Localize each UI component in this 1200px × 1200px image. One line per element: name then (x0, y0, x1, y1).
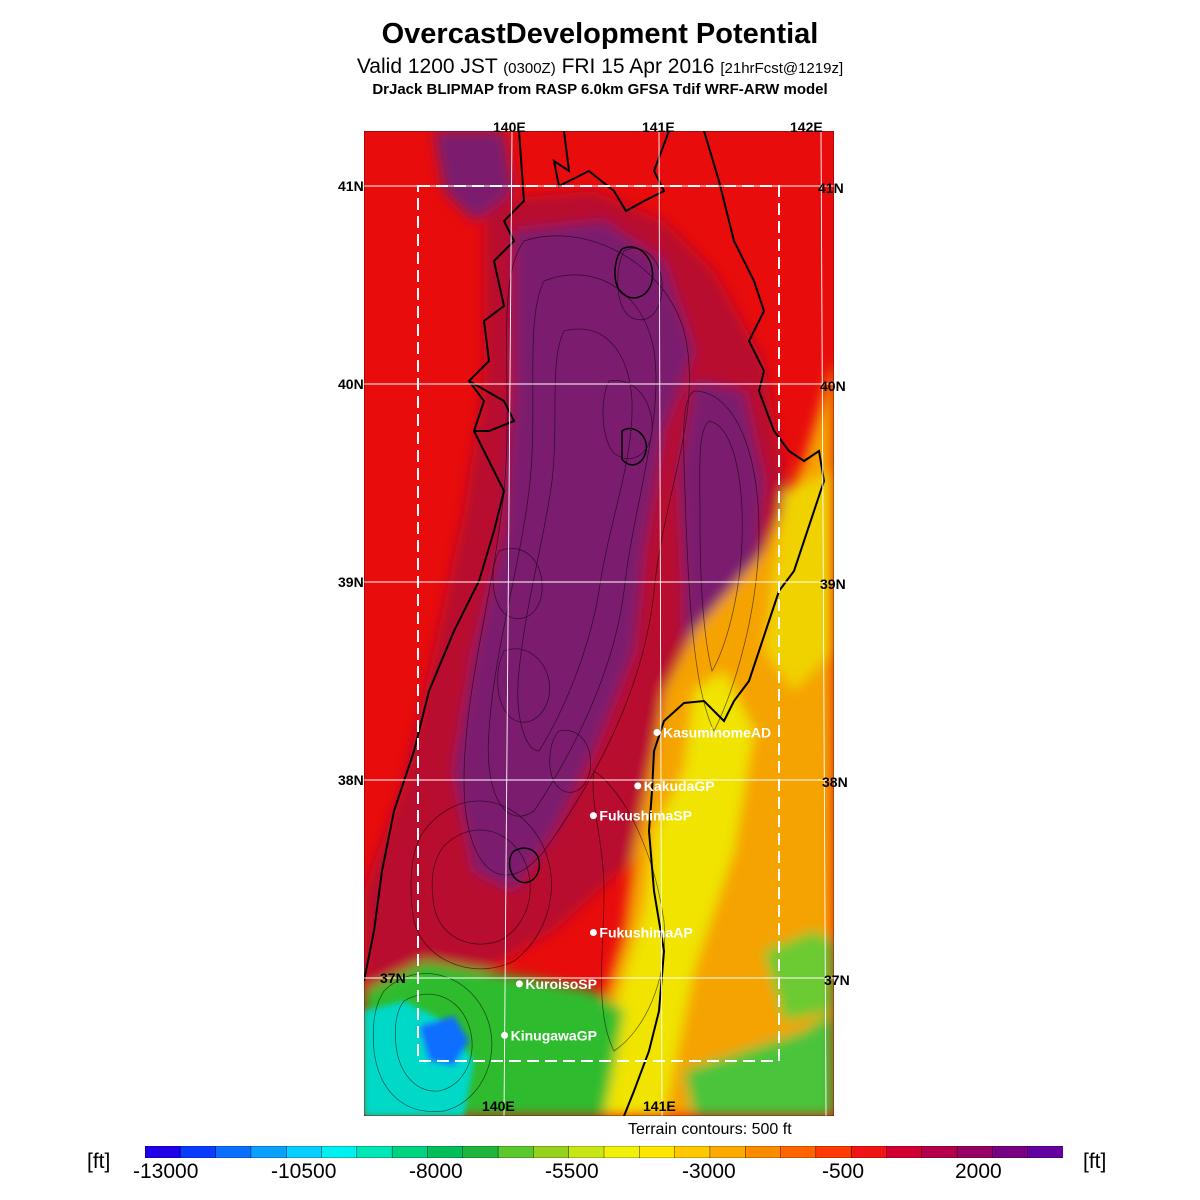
site-marker[interactable] (589, 929, 597, 936)
colorbar-swatch (956, 1146, 994, 1158)
colorbar-swatch (886, 1146, 923, 1158)
colorbar-swatch (780, 1146, 817, 1158)
lat-label: 39N (338, 574, 364, 590)
model-description: DrJack BLIPMAP from RASP 6.0km GFSA Tdif… (372, 81, 828, 98)
colorbar-swatch (639, 1146, 676, 1158)
field-purple-north (434, 131, 514, 221)
colorbar-swatch (321, 1146, 358, 1158)
coastline (364, 131, 826, 1116)
lake (614, 246, 654, 299)
field-yellow-coast (764, 471, 834, 691)
colorbar-swatch (215, 1146, 252, 1158)
site-marker[interactable] (653, 729, 661, 736)
terrain-contour-note: Terrain contours: 500 ft (628, 1121, 792, 1138)
field-green-coast (764, 931, 834, 1021)
colorbar-label: 2000 (955, 1160, 1002, 1183)
site-marker[interactable] (634, 782, 642, 790)
site-label: FukushimaAP (599, 925, 692, 941)
colorbar-swatch (462, 1146, 499, 1158)
colorbar-swatch (745, 1146, 782, 1158)
lat-lon-grid (364, 131, 834, 1116)
colorbar-swatch (992, 1146, 1029, 1158)
colorbar-label: -500 (822, 1160, 865, 1183)
colorbar-label: -10500 (271, 1160, 337, 1183)
site-label: KuroisoSP (525, 976, 597, 992)
colorbar-swatch (533, 1146, 570, 1158)
site-label: KinugawaGP (511, 1027, 597, 1043)
lat-label: 40N (338, 376, 364, 392)
lon-label: 142E (790, 119, 823, 135)
colorbar (145, 1146, 1063, 1158)
colorbar-swatch (568, 1146, 605, 1158)
lon-label: 140E (493, 119, 526, 135)
colorbar-swatch (815, 1146, 852, 1158)
colorbar-swatch (921, 1146, 958, 1158)
units-label-left: [ft] (87, 1150, 111, 1173)
colorbar-swatch (1027, 1146, 1063, 1158)
colorbar-label: -13000 (133, 1160, 199, 1183)
colorbar-swatch (180, 1146, 217, 1158)
lat-label: 39N (820, 576, 846, 592)
site-marker[interactable] (501, 1031, 509, 1039)
colorbar-swatch (356, 1146, 393, 1158)
forecast-map: KasuminomeAD KakudaGP FukushimaSP Fukushima… (364, 131, 834, 1116)
lat-label: 41N (338, 178, 364, 194)
colorbar-swatch (145, 1146, 182, 1158)
terrain-contours (372, 235, 760, 1113)
lat-label: 40N (820, 378, 846, 394)
lon-label: 141E (642, 119, 675, 135)
lake (508, 847, 541, 884)
field-blue-low (419, 1016, 469, 1066)
lon-label: 141E (643, 1098, 676, 1114)
valid-time: Valid 1200 JST (356, 55, 498, 78)
colorbar-swatch (391, 1146, 429, 1158)
site-markers: KasuminomeAD KakudaGP FukushimaSP Fukushima… (501, 725, 771, 1043)
colorbar-swatch (709, 1146, 746, 1158)
lat-label: 41N (818, 180, 844, 196)
site-label: KasuminomeAD (663, 725, 771, 741)
colorbar-swatch (286, 1146, 323, 1158)
site-label: FukushimaSP (599, 808, 692, 824)
colorbar-swatch (497, 1146, 535, 1158)
colorbar-label: -8000 (409, 1160, 463, 1183)
field-purple-core (454, 221, 694, 891)
lake (621, 427, 648, 466)
colorbar-swatch (674, 1146, 711, 1158)
utc-time: (0300Z) (503, 60, 556, 77)
colorbar-swatch (427, 1146, 464, 1158)
forecast-run: [21hrFcst@1219z] (720, 60, 844, 77)
units-label-right: [ft] (1083, 1150, 1107, 1173)
site-marker[interactable] (515, 980, 523, 988)
lat-label: 37N (380, 970, 406, 986)
subdomain-box (417, 185, 780, 1062)
colorbar-swatch (250, 1146, 287, 1158)
lat-label: 38N (822, 774, 848, 790)
site-label: KakudaGP (644, 778, 715, 794)
colorbar-swatch (603, 1146, 641, 1158)
field-green-se (684, 1011, 834, 1116)
colorbar-label: -3000 (682, 1160, 736, 1183)
colorbar-label: -5500 (545, 1160, 599, 1183)
lon-label: 140E (482, 1098, 515, 1114)
map-title: OvercastDevelopment Potential (381, 18, 819, 50)
colorbar-swatch (850, 1146, 888, 1158)
map-subtitle: Valid 1200 JST (0300Z) FRI 15 Apr 2016 [… (0, 55, 1200, 79)
lat-label: 38N (338, 772, 364, 788)
forecast-date: FRI 15 Apr 2016 (561, 55, 715, 78)
site-marker[interactable] (589, 812, 597, 820)
lat-label: 37N (824, 972, 850, 988)
